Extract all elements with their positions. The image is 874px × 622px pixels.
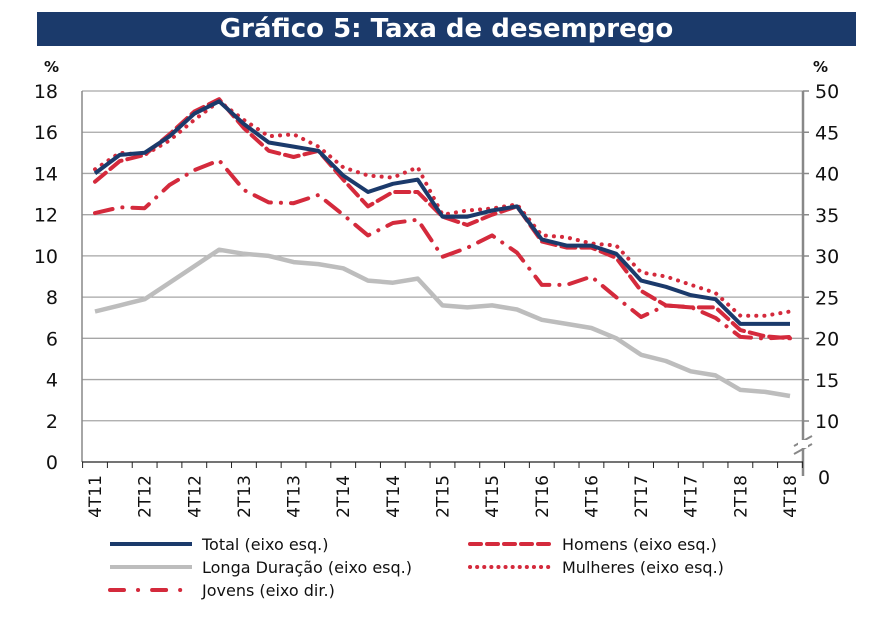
x-tick-label: 2T16 [533, 475, 553, 518]
x-tick-label: 4T12 [185, 475, 205, 518]
right-tick-label: 10 [815, 411, 839, 433]
right-unit-label: % [813, 58, 828, 76]
left-tick-label: 16 [34, 122, 58, 144]
series-line-jovens [93, 158, 792, 341]
left-tick-label: 0 [46, 452, 58, 474]
left-tick-label: 18 [34, 81, 58, 103]
axis-break-gap [798, 440, 808, 448]
x-tick-label: 4T11 [86, 475, 106, 518]
right-tick-label: 50 [815, 81, 839, 103]
legend-label: Mulheres (eixo esq.) [562, 558, 724, 577]
right-tick-label: 15 [815, 370, 839, 392]
right-tick-label: 45 [815, 122, 839, 144]
x-tick-label: 4T16 [582, 475, 602, 518]
x-tick-label: 4T15 [483, 475, 503, 518]
left-tick-label: 4 [46, 370, 58, 392]
right-tick-label: 30 [815, 246, 839, 268]
legend-label: Homens (eixo esq.) [562, 535, 717, 554]
left-tick-label: 14 [34, 163, 58, 185]
left-tick-label: 2 [46, 411, 58, 433]
right-tick-label: 25 [815, 287, 839, 309]
x-tick-label: 4T13 [285, 475, 305, 518]
left-tick-label: 10 [34, 246, 58, 268]
series-line-total [93, 99, 790, 326]
x-tick-label: 2T15 [434, 475, 454, 518]
left-unit-label: % [44, 58, 59, 76]
x-tick-label: 2T14 [334, 475, 354, 518]
legend-label: Total (eixo esq.) [201, 535, 329, 554]
right-tick-label-zero: 0 [818, 467, 830, 489]
left-tick-label: 12 [34, 205, 58, 227]
x-tick-label: 2T17 [632, 475, 652, 518]
series-line-longa [94, 247, 791, 399]
x-tick-label: 4T18 [781, 475, 801, 518]
legend-label: Longa Duração (eixo esq.) [202, 558, 412, 577]
x-tick-label: 2T13 [235, 475, 255, 518]
right-tick-label: 20 [815, 329, 839, 351]
legend-label: Jovens (eixo dir.) [201, 581, 335, 600]
chart-title: Gráfico 5: Taxa de desemprego [37, 12, 856, 46]
x-tick-label: 4T14 [384, 475, 404, 518]
x-tick-label: 2T18 [731, 475, 751, 518]
left-tick-label: 6 [46, 328, 58, 350]
series-line-mulheres [93, 99, 792, 318]
right-tick-label: 40 [815, 164, 839, 186]
right-tick-label: 35 [815, 205, 839, 227]
x-tick-label: 4T17 [682, 475, 702, 518]
left-tick-label: 8 [46, 287, 58, 309]
x-tick-label: 2T12 [136, 475, 156, 518]
